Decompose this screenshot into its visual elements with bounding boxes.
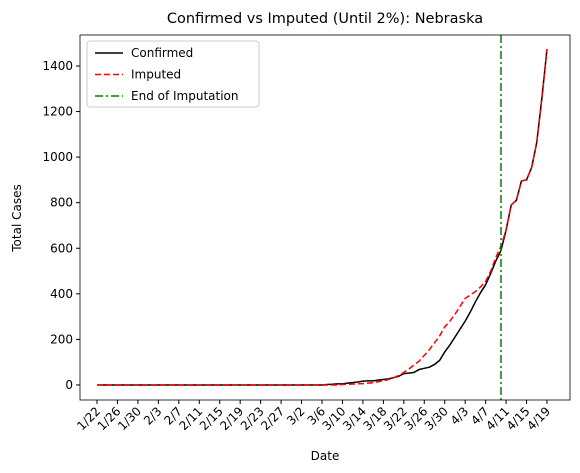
x-tick-label: 2/27: [258, 404, 287, 433]
x-tick-label: 3/30: [422, 404, 451, 433]
x-tick-label: 2/3: [141, 404, 165, 428]
x-tick-label: 4/3: [448, 404, 472, 428]
axes-frame: [79, 34, 571, 401]
x-axis-label: Date: [311, 449, 340, 463]
legend-box: [86, 40, 260, 108]
legend-label: Confirmed: [131, 46, 193, 60]
y-tick-label: 400: [50, 287, 73, 301]
x-tick-label: 3/2: [284, 404, 308, 428]
y-tick-label: 1200: [42, 105, 73, 119]
chart-title: Confirmed vs Imputed (Until 2%): Nebrask…: [167, 11, 483, 27]
y-tick-label: 1000: [42, 150, 73, 164]
y-tick-label: 1400: [42, 59, 73, 73]
x-tick-label: 4/19: [524, 404, 553, 433]
legend-label: Imputed: [131, 68, 181, 82]
y-tick-label: 800: [50, 196, 73, 210]
line-series: [97, 49, 548, 386]
y-axis-label: Total Cases: [10, 184, 24, 252]
legend-label: End of Imputation: [131, 89, 239, 103]
x-tick-label: 1/30: [115, 404, 144, 433]
y-tick-label: 200: [50, 332, 73, 346]
y-tick-label: 600: [50, 241, 73, 255]
y-tick-label: 0: [65, 378, 73, 392]
